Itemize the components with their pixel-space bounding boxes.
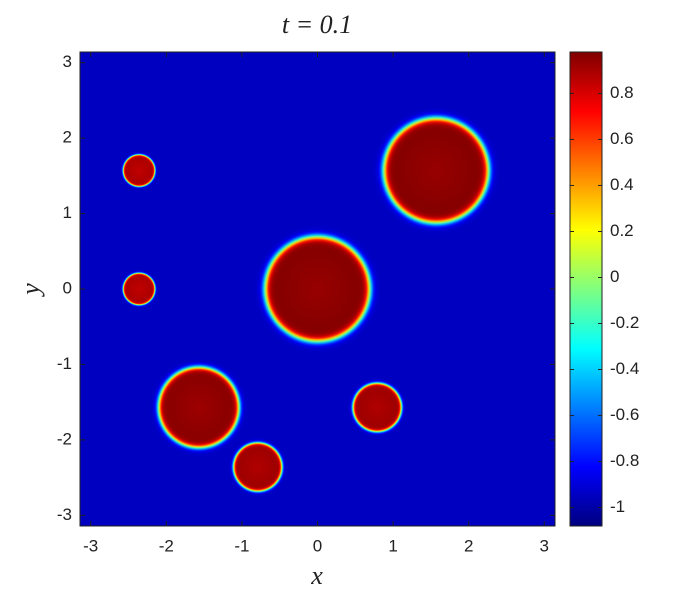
colorbar [569,51,603,527]
blob [118,268,160,310]
blob [368,102,505,239]
x-tick-label: -1 [234,536,249,555]
x-tick-label: -3 [83,536,98,555]
blob [146,355,251,460]
y-tick-label: -1 [57,354,72,373]
colorbar-tick-label: -1 [610,497,625,516]
y-tick-label: -3 [57,505,72,524]
colorbar-tick-label: 0.8 [610,83,634,102]
y-tick-label: 3 [63,52,72,71]
colorbar-tick-label: 0.6 [610,129,634,148]
x-tick-label: 3 [540,536,549,555]
colorbar-tick-label: -0.4 [610,359,639,378]
colorbar-tick-label: 0.2 [610,221,634,240]
colorbar-tick-label: -0.2 [610,313,639,332]
blob [345,375,409,439]
y-tick-label: 2 [63,128,72,147]
colorbar-tick-label: 0.4 [610,175,634,194]
y-tick-label: 0 [63,278,72,297]
y-tick-label: -2 [57,429,72,448]
x-tick-label: 2 [464,536,473,555]
blob [118,149,160,192]
blob [226,435,290,499]
x-axis-label: x [310,561,323,590]
y-axis-label: y [16,283,45,298]
blob [249,221,386,357]
field [118,102,505,499]
chart-title: t = 0.1 [282,10,352,39]
x-tick-label: 1 [388,536,397,555]
colorbar-tick-label: -0.8 [610,451,639,470]
y-tick-label: 1 [63,203,72,222]
colorbar-tick-label: -0.6 [610,405,639,424]
x-tick-label: -2 [159,536,174,555]
colorbar-tick-label: 0 [610,267,619,286]
x-tick-label: 0 [313,536,322,555]
